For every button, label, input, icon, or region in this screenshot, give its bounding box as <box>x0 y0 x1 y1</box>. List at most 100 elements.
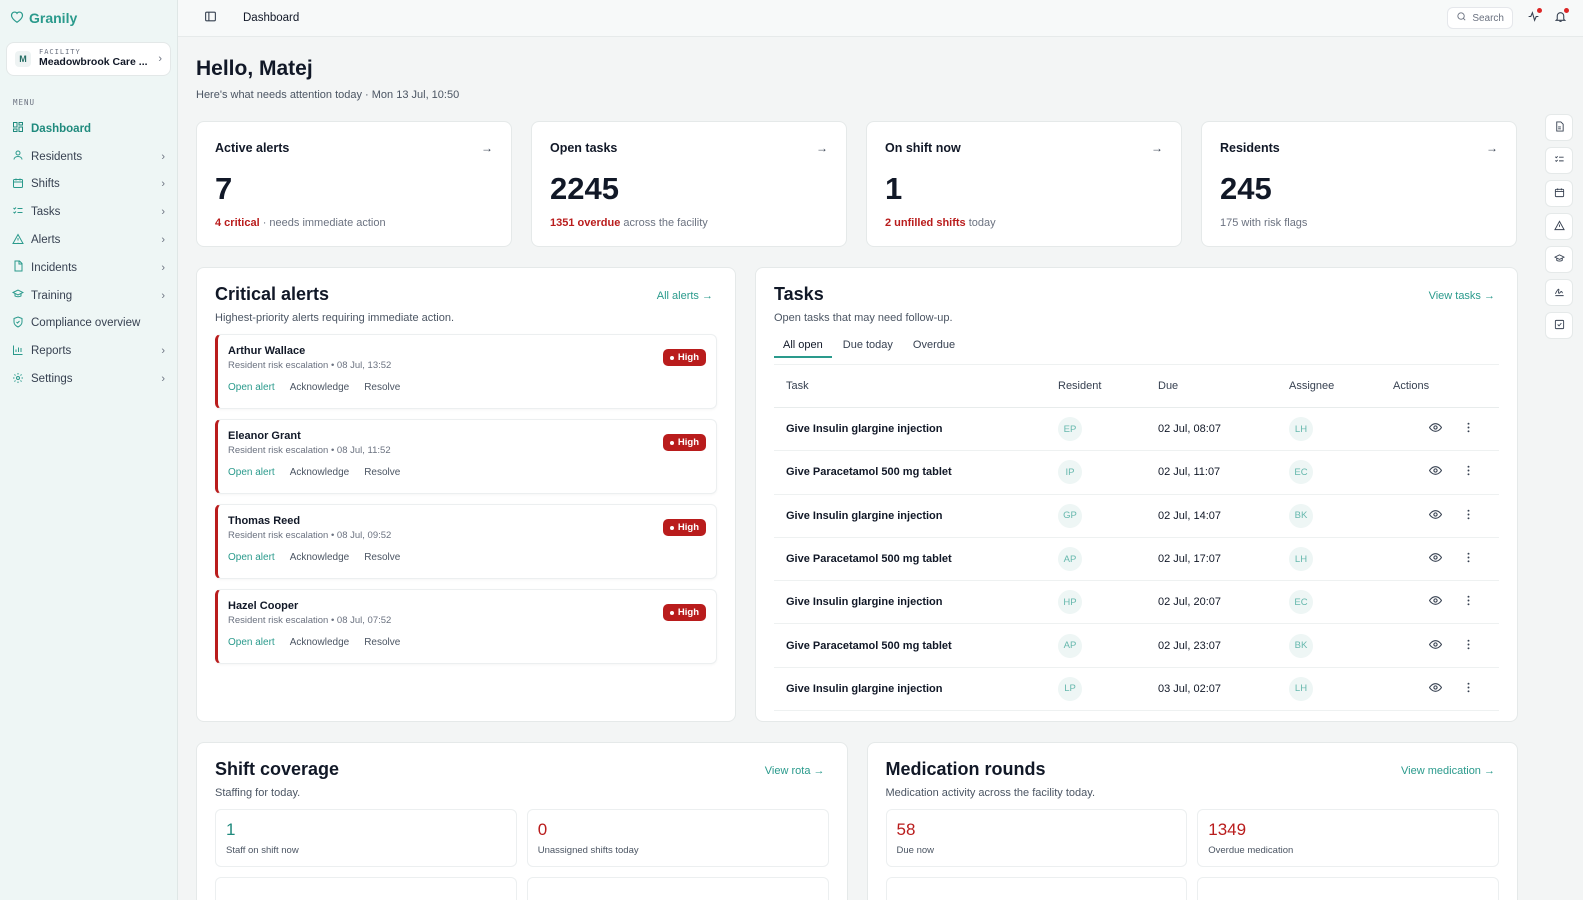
sidebar-item-shifts[interactable]: Shifts › <box>6 171 171 199</box>
more-vertical-icon[interactable] <box>1462 464 1475 480</box>
avatar[interactable]: IP <box>1058 460 1082 485</box>
tab-due-today[interactable]: Due today <box>842 339 893 351</box>
due-date: 02 Jul, 11:07 <box>1146 450 1277 495</box>
eye-icon[interactable] <box>1428 638 1443 654</box>
facility-switcher[interactable]: M FACILITY Meadowbrook Care ... › <box>6 42 171 76</box>
sidebar: Granily M FACILITY Meadowbrook Care ... … <box>0 0 178 900</box>
avatar[interactable]: HP <box>1058 590 1082 615</box>
open-alert-link[interactable]: Open alert <box>228 382 275 393</box>
avatar[interactable]: EC <box>1289 590 1313 615</box>
open-alert-link[interactable]: Open alert <box>228 467 275 478</box>
sidebar-item-residents[interactable]: Residents › <box>6 143 171 171</box>
notifications-button[interactable] <box>1554 8 1569 26</box>
acknowledge-button[interactable]: Acknowledge <box>289 552 350 563</box>
open-alert-link[interactable]: Open alert <box>228 552 275 563</box>
rail-signature-button[interactable] <box>1545 279 1573 306</box>
stat-caption: today <box>965 217 996 229</box>
avatar[interactable]: BK <box>1289 503 1313 528</box>
sidebar-item-settings[interactable]: Settings › <box>6 365 171 393</box>
table-row[interactable]: Give Insulin glargine injection LP 03 Jul,… <box>774 667 1499 712</box>
all-alerts-link[interactable]: All alerts → <box>656 290 713 302</box>
stat-card-residents[interactable]: Residents → 245 175 with risk flags <box>1201 121 1517 247</box>
acknowledge-button[interactable]: Acknowledge <box>289 637 350 648</box>
avatar[interactable]: LH <box>1289 547 1313 572</box>
acknowledge-button[interactable]: Acknowledge <box>289 382 350 393</box>
stat-card-open-tasks[interactable]: Open tasks → 2245 1351 overdue across th… <box>531 121 847 247</box>
menu-label: MENU <box>13 98 36 107</box>
more-vertical-icon[interactable] <box>1462 681 1475 697</box>
eye-icon[interactable] <box>1428 464 1443 480</box>
resolve-button[interactable]: Resolve <box>364 382 401 393</box>
activity-button[interactable] <box>1527 8 1542 26</box>
resolve-button[interactable]: Resolve <box>364 467 401 478</box>
avatar[interactable]: GP <box>1058 503 1082 528</box>
sidebar-item-compliance[interactable]: Compliance overview <box>6 310 171 338</box>
sidebar-item-dashboard[interactable]: Dashboard <box>6 115 171 143</box>
heart-shield-icon <box>10 10 24 27</box>
avatar[interactable]: AP <box>1058 633 1082 658</box>
avatar[interactable]: LH <box>1289 417 1313 442</box>
brand-logo[interactable]: Granily <box>6 0 171 36</box>
view-tasks-link[interactable]: View tasks → <box>1428 290 1495 302</box>
avatar[interactable]: LP <box>1058 676 1082 701</box>
sidebar-item-training[interactable]: Training › <box>6 282 171 310</box>
resolve-button[interactable]: Resolve <box>364 637 401 648</box>
sidebar-toggle-icon[interactable] <box>204 10 217 26</box>
table-row[interactable]: Give Paracetamol 500 mg tablet AP 02 Jul, … <box>774 623 1499 668</box>
more-vertical-icon[interactable] <box>1462 508 1475 524</box>
sidebar-item-reports[interactable]: Reports › <box>6 337 171 365</box>
view-rota-link[interactable]: View rota → <box>764 765 825 777</box>
stat-card-active-alerts[interactable]: Active alerts → 7 4 critical · needs imm… <box>196 121 512 247</box>
table-row[interactable]: Give Insulin glargine injection HP 02 Jul,… <box>774 580 1499 625</box>
avatar[interactable]: EC <box>1289 460 1313 485</box>
tab-all-open[interactable]: All open <box>774 334 832 358</box>
eye-icon[interactable] <box>1428 681 1443 697</box>
more-vertical-icon[interactable] <box>1462 594 1475 610</box>
arrow-right-icon[interactable]: → <box>481 141 493 155</box>
eye-icon[interactable] <box>1428 594 1443 610</box>
eye-icon[interactable] <box>1428 551 1443 567</box>
rail-checklist-button[interactable] <box>1545 147 1573 174</box>
rail-alert-button[interactable] <box>1545 213 1573 240</box>
more-vertical-icon[interactable] <box>1462 551 1475 567</box>
eye-icon[interactable] <box>1428 508 1443 524</box>
column-header[interactable]: Task <box>774 364 1046 408</box>
sidebar-item-alerts[interactable]: Alerts › <box>6 226 171 254</box>
table-row[interactable]: Give Insulin glargine injection EP 02 Jul,… <box>774 407 1499 452</box>
resident-cell: LP <box>1046 667 1146 712</box>
column-header[interactable]: Assignee <box>1277 364 1381 408</box>
table-row[interactable]: Give Paracetamol 500 mg tablet IP 02 Jul, … <box>774 450 1499 495</box>
resolve-button[interactable]: Resolve <box>364 552 401 563</box>
tab-overdue[interactable]: Overdue <box>912 339 956 351</box>
table-row[interactable]: Give Paracetamol 500 mg tablet AP 02 Jul, … <box>774 537 1499 582</box>
sidebar-item-incidents[interactable]: Incidents › <box>6 254 171 282</box>
arrow-right-icon[interactable]: → <box>816 141 828 155</box>
arrow-right-icon[interactable]: → <box>1486 141 1498 155</box>
search-button[interactable]: Search <box>1447 7 1513 29</box>
column-header[interactable]: Due <box>1146 364 1277 408</box>
sidebar-nav: Dashboard Residents › Shifts › Tasks › A… <box>6 115 171 393</box>
alert-card: Thomas Reed Resident risk escalation • 0… <box>215 504 717 579</box>
column-header[interactable]: Resident <box>1046 364 1146 408</box>
stat-card-on-shift[interactable]: On shift now → 1 2 unfilled shifts today <box>866 121 1182 247</box>
avatar[interactable]: BK <box>1289 633 1313 658</box>
more-vertical-icon[interactable] <box>1462 638 1475 654</box>
rail-training-button[interactable] <box>1545 246 1573 273</box>
arrow-right-icon[interactable]: → <box>1151 141 1163 155</box>
eye-icon[interactable] <box>1428 421 1443 437</box>
avatar[interactable]: AP <box>1058 547 1082 572</box>
rail-calendar-button[interactable] <box>1545 180 1573 207</box>
avatar[interactable]: LH <box>1289 676 1313 701</box>
avatar[interactable]: EP <box>1058 417 1082 442</box>
table-row[interactable]: Give Insulin glargine injection GP 02 Jul,… <box>774 494 1499 538</box>
metric-label: Overdue medication <box>1208 845 1294 856</box>
rail-task-check-button[interactable] <box>1545 312 1573 339</box>
graduation-cap-icon <box>1553 253 1565 267</box>
acknowledge-button[interactable]: Acknowledge <box>289 467 350 478</box>
sidebar-item-tasks[interactable]: Tasks › <box>6 198 171 226</box>
more-vertical-icon[interactable] <box>1462 421 1475 437</box>
panel-subtitle: Open tasks that may need follow-up. <box>774 312 953 324</box>
view-medication-link[interactable]: View medication → <box>1401 765 1495 777</box>
rail-document-button[interactable] <box>1545 114 1573 141</box>
open-alert-link[interactable]: Open alert <box>228 637 275 648</box>
